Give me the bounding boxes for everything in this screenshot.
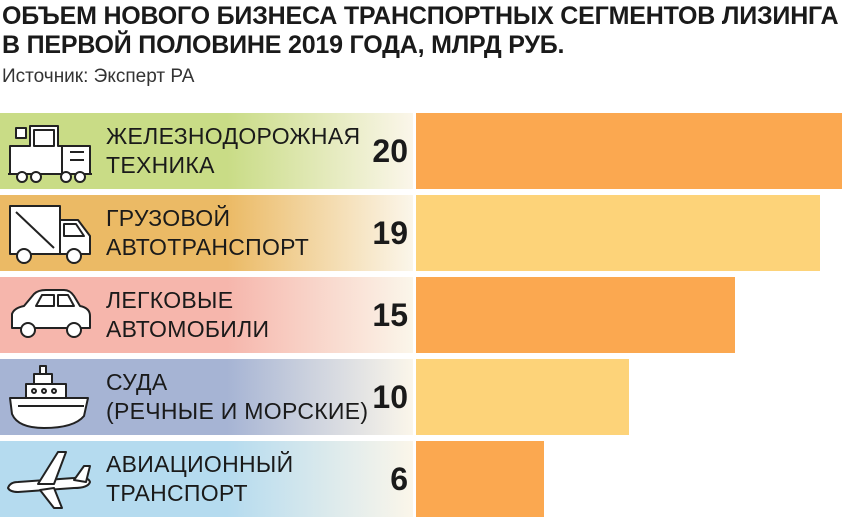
category-label-line-1: ЖЕЛЕЗНОДОРОЖНАЯ [106, 123, 361, 149]
category-label-line-1: АВИАЦИОННЫЙ [106, 451, 294, 477]
airplane-icon [4, 444, 94, 514]
category-label-line-2: ТЕХНИКА [106, 152, 215, 178]
bar [416, 441, 544, 517]
bar [416, 195, 820, 271]
category-label-line-1: ГРУЗОВОЙ [106, 205, 231, 231]
category-label-line-2: АВТОМОБИЛИ [106, 316, 270, 342]
source-note: Источник: Эксперт РА [2, 66, 195, 87]
data-label: 19 [372, 215, 408, 251]
category-label-line-1: СУДА [106, 369, 168, 395]
chart-title-line-2: В ПЕРВОЙ ПОЛОВИНЕ 2019 ГОДА, МЛРД РУБ. [2, 31, 565, 59]
data-label: 10 [372, 379, 408, 415]
data-label: 6 [390, 461, 408, 497]
bar [416, 359, 629, 435]
bar [416, 277, 735, 353]
truck-icon [4, 198, 94, 268]
car-icon [4, 280, 94, 350]
ship-icon [4, 362, 94, 432]
bar [416, 113, 842, 189]
category-label: ЛЕГКОВЫЕ АВТОМОБИЛИ [106, 286, 366, 344]
category-label: АВИАЦИОННЫЙ ТРАНСПОРТ [106, 450, 366, 508]
category-label: ЖЕЛЕЗНОДОРОЖНАЯ ТЕХНИКА [106, 122, 366, 180]
category-label-line-2: (РЕЧНЫЕ И МОРСКИЕ) [106, 398, 369, 424]
category-label-line-2: ТРАНСПОРТ [106, 480, 248, 506]
data-label: 15 [372, 297, 408, 333]
chart-title: ОБЪЕМ НОВОГО БИЗНЕСА ТРАНСПОРТНЫХ СЕГМЕН… [2, 2, 848, 60]
category-label: ГРУЗОВОЙ АВТОТРАНСПОРТ [106, 204, 366, 262]
category-label-line-2: АВТОТРАНСПОРТ [106, 234, 310, 260]
data-label: 20 [372, 133, 408, 169]
category-label: СУДА (РЕЧНЫЕ И МОРСКИЕ) [106, 368, 369, 426]
category-label-line-1: ЛЕГКОВЫЕ [106, 287, 234, 313]
train-icon [4, 116, 94, 186]
chart-title-line-1: ОБЪЕМ НОВОГО БИЗНЕСА ТРАНСПОРТНЫХ СЕГМЕН… [2, 2, 839, 30]
